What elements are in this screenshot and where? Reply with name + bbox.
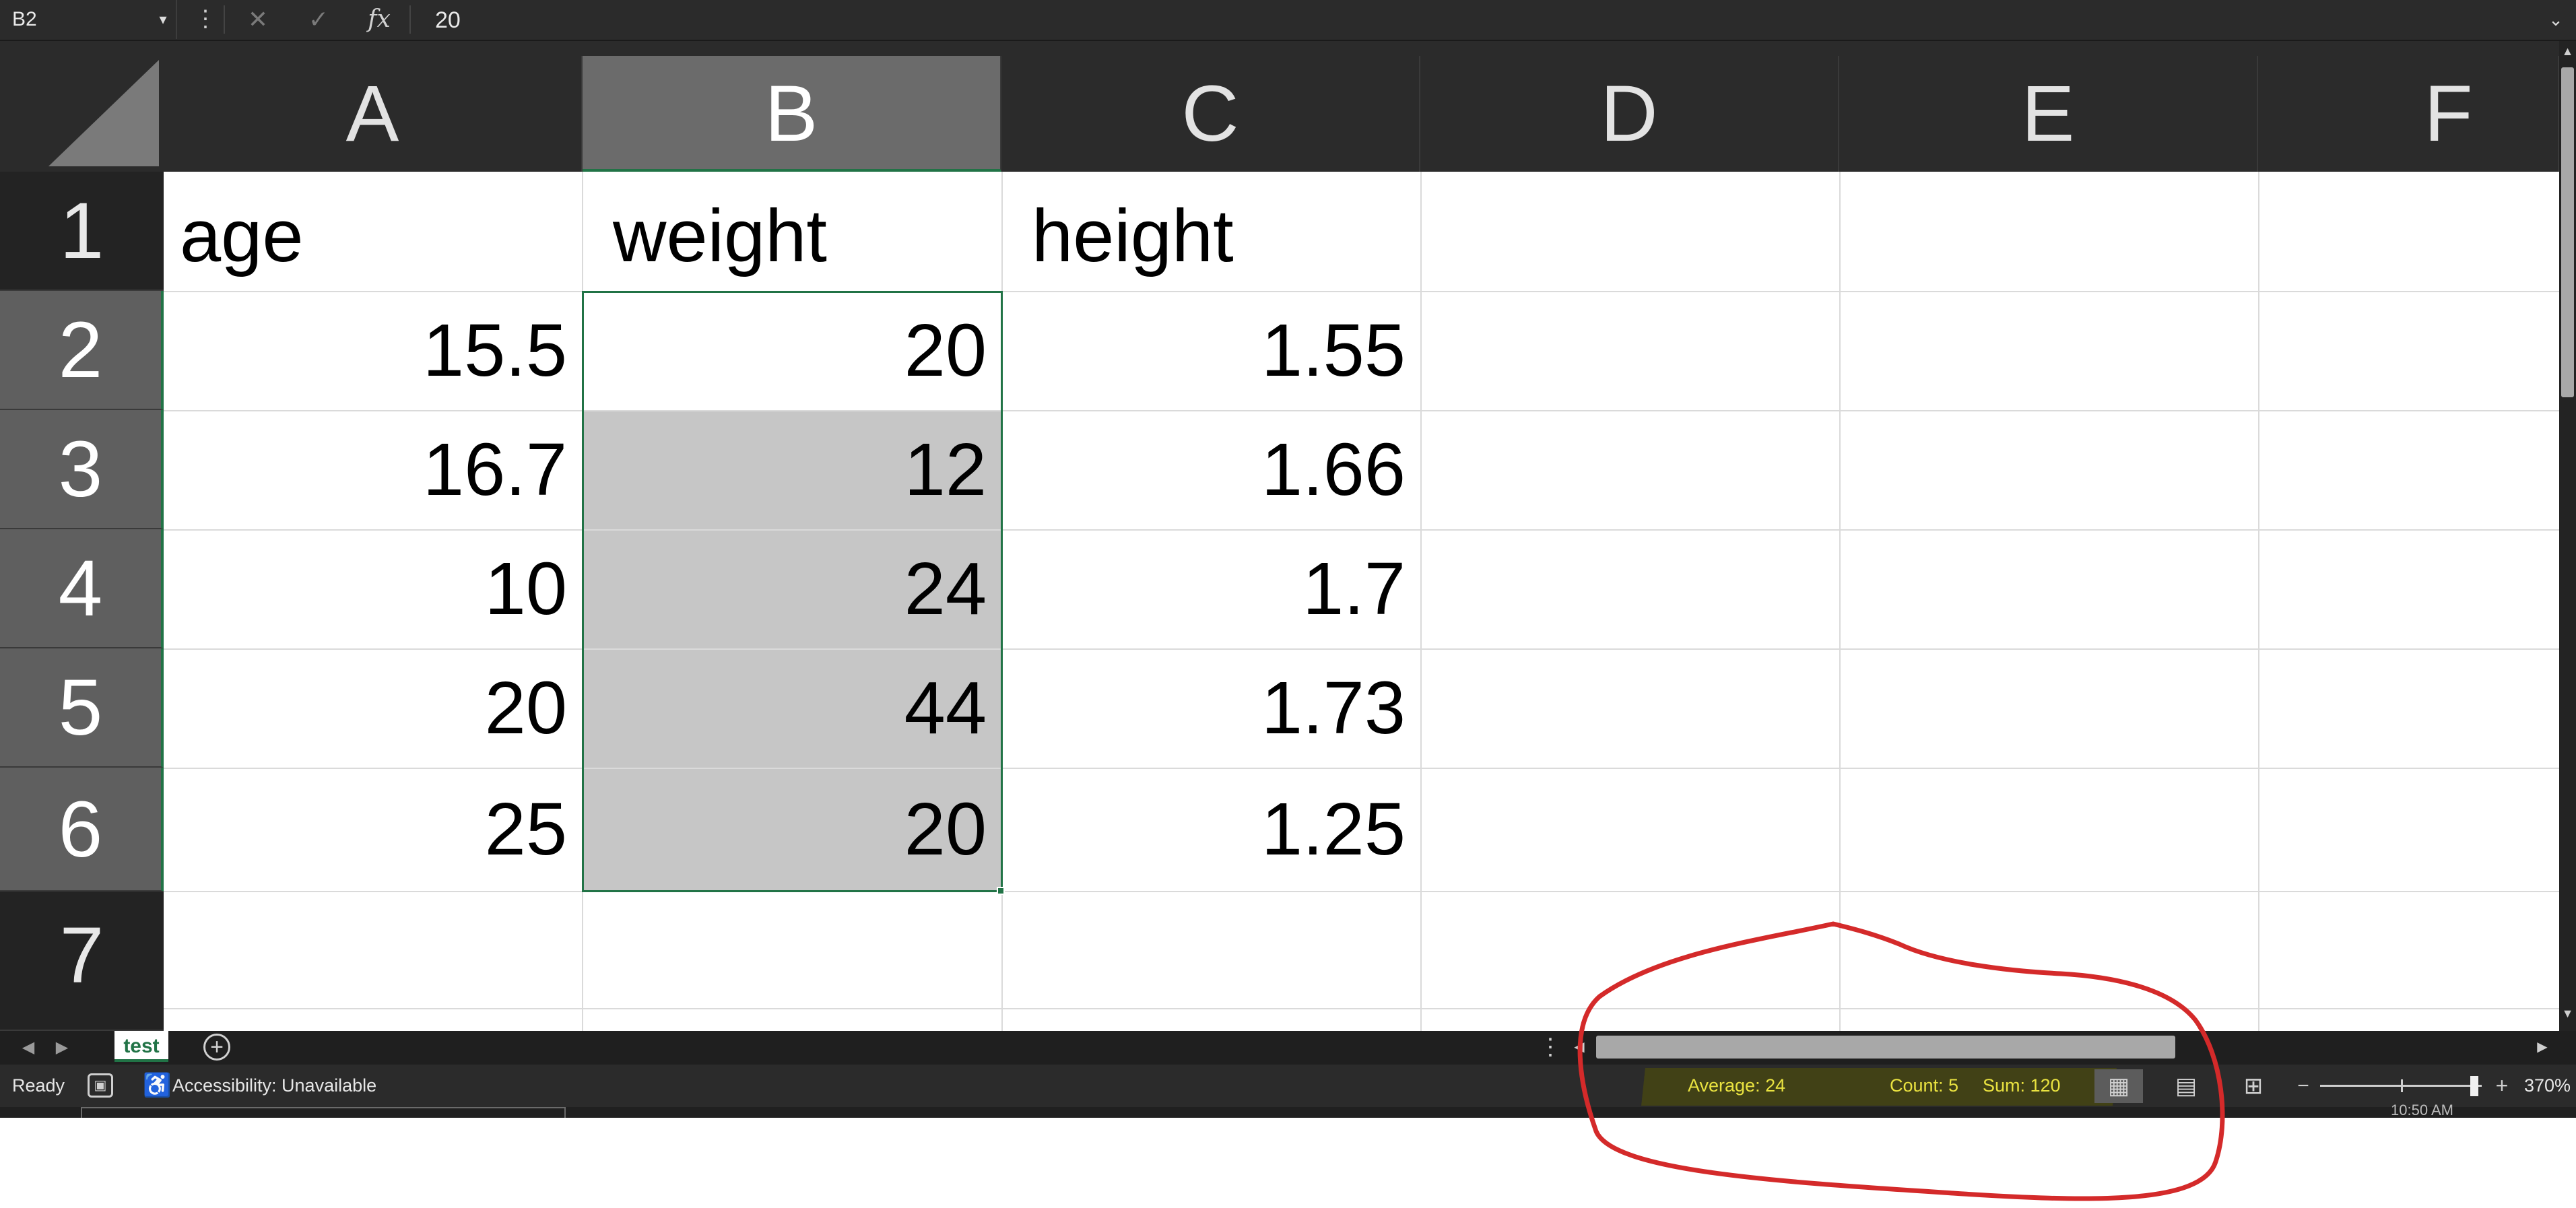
cell-a1[interactable]: age [180, 195, 304, 277]
gridline [164, 648, 2559, 650]
page-break-preview-icon[interactable]: ⊞ [2243, 1073, 2264, 1099]
accessibility-icon[interactable]: ♿ [143, 1073, 172, 1098]
select-all-button[interactable] [0, 41, 164, 172]
formula-bar [0, 0, 2576, 41]
more-vertical-icon[interactable]: ⋮ [194, 6, 217, 32]
cell-b2[interactable]: 20 [904, 309, 987, 392]
page-layout-view-icon[interactable]: ▤ [2175, 1073, 2198, 1099]
cell-c1[interactable]: height [1032, 195, 1234, 277]
gridline [164, 529, 2559, 531]
column-header-e[interactable]: E [1839, 56, 2258, 172]
cell-c4[interactable]: 1.7 [1302, 547, 1406, 630]
sheet-tab-test[interactable]: test [114, 1031, 168, 1062]
column-header-b[interactable]: B [583, 56, 1001, 172]
scroll-up-icon[interactable]: ▲ [2561, 44, 2574, 58]
status-average[interactable]: Average: 24 [1688, 1075, 1786, 1096]
more-vertical-icon[interactable]: ⋮ [1539, 1034, 1562, 1060]
cancel-icon[interactable]: ✕ [247, 5, 269, 33]
normal-view-icon[interactable]: ▦ [2094, 1069, 2143, 1103]
cell-a5[interactable]: 20 [484, 667, 567, 749]
selection-border [582, 291, 1003, 892]
cell-c6[interactable]: 1.25 [1261, 788, 1406, 871]
cell-c5[interactable]: 1.73 [1261, 667, 1406, 749]
status-count[interactable]: Count: 5 [1890, 1075, 1959, 1096]
formula-input[interactable]: 20 [435, 7, 461, 33]
chevron-down-icon[interactable]: ▾ [159, 11, 167, 28]
select-all-triangle-icon [48, 60, 159, 166]
row-header-3[interactable]: 3 [0, 410, 164, 529]
taskbar-clock: 10:50 AM [2391, 1102, 2453, 1118]
gridline [1420, 172, 1422, 1031]
cell-c3[interactable]: 1.66 [1261, 428, 1406, 511]
row-header-7[interactable]: 7 [0, 892, 164, 1031]
previous-sheet-icon[interactable]: ◀ [22, 1038, 35, 1056]
add-sheet-icon[interactable]: + [203, 1034, 230, 1061]
row-header-1[interactable]: 1 [0, 172, 164, 291]
gridline [164, 768, 2559, 769]
row-header-4[interactable]: 4 [0, 529, 164, 648]
accessibility-status[interactable]: Accessibility: Unavailable [172, 1075, 377, 1096]
scroll-left-icon[interactable]: ◀ [1574, 1040, 1585, 1054]
cell-b6[interactable]: 20 [904, 788, 987, 871]
cell-b1[interactable]: weight [613, 195, 827, 277]
zoom-in-icon[interactable]: + [2495, 1073, 2509, 1098]
page-background [0, 1118, 2576, 1208]
gridline [164, 1008, 2559, 1009]
cell-a4[interactable]: 10 [484, 547, 567, 630]
zoom-out-icon[interactable]: − [2297, 1075, 2309, 1097]
gridline [1839, 172, 1841, 1031]
insert-function-icon[interactable]: fx [368, 5, 391, 33]
cell-b4[interactable]: 24 [904, 547, 987, 630]
zoom-slider-center-mark [2401, 1079, 2403, 1092]
next-sheet-icon[interactable]: ▶ [55, 1038, 69, 1056]
cell-c2[interactable]: 1.55 [1261, 309, 1406, 392]
divider [224, 5, 225, 34]
column-header-c[interactable]: C [1001, 56, 1420, 172]
status-ready: Ready [12, 1075, 65, 1096]
column-header-d[interactable]: D [1420, 56, 1839, 172]
fill-handle[interactable] [997, 887, 1005, 895]
scroll-right-icon[interactable]: ▶ [2537, 1040, 2548, 1054]
column-header-bar [164, 41, 2559, 56]
taskbar-window-preview [81, 1107, 566, 1118]
gridline [2258, 172, 2259, 1031]
zoom-level[interactable]: 370% [2524, 1075, 2571, 1096]
check-icon[interactable]: ✓ [308, 5, 329, 33]
cell-b5[interactable]: 44 [904, 667, 987, 749]
name-box[interactable]: B2 [0, 0, 177, 39]
cell-a3[interactable]: 16.7 [422, 428, 567, 511]
divider [409, 5, 411, 34]
selection-highlight [583, 411, 1001, 891]
cell-b3[interactable]: 12 [904, 428, 987, 511]
status-sum[interactable]: Sum: 120 [1983, 1075, 2061, 1096]
zoom-slider-thumb[interactable] [2470, 1076, 2478, 1096]
gridline [164, 410, 2559, 411]
expand-formula-bar-icon[interactable]: ⌄ [2548, 9, 2563, 30]
horizontal-scroll-thumb[interactable] [1596, 1036, 2175, 1059]
column-header-f[interactable]: F [2258, 56, 2559, 172]
gridline [164, 891, 2559, 892]
row-header-6[interactable]: 6 [0, 768, 164, 892]
worksheet-grid[interactable] [0, 41, 2559, 1031]
gridline [164, 291, 2559, 292]
vertical-scroll-thumb[interactable] [2561, 67, 2574, 397]
row-header-2[interactable]: 2 [0, 291, 164, 410]
macro-recording-icon[interactable]: ▣ [88, 1073, 113, 1098]
row-header-5[interactable]: 5 [0, 648, 164, 768]
cell-a2[interactable]: 15.5 [422, 309, 567, 392]
cell-a6[interactable]: 25 [484, 788, 567, 871]
scroll-down-icon[interactable]: ▼ [2561, 1007, 2574, 1020]
column-header-a[interactable]: A [164, 56, 583, 172]
